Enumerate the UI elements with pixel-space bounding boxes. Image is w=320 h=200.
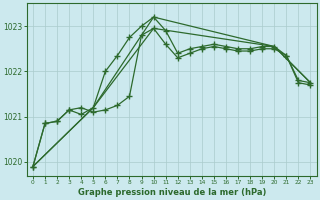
X-axis label: Graphe pression niveau de la mer (hPa): Graphe pression niveau de la mer (hPa) xyxy=(77,188,266,197)
